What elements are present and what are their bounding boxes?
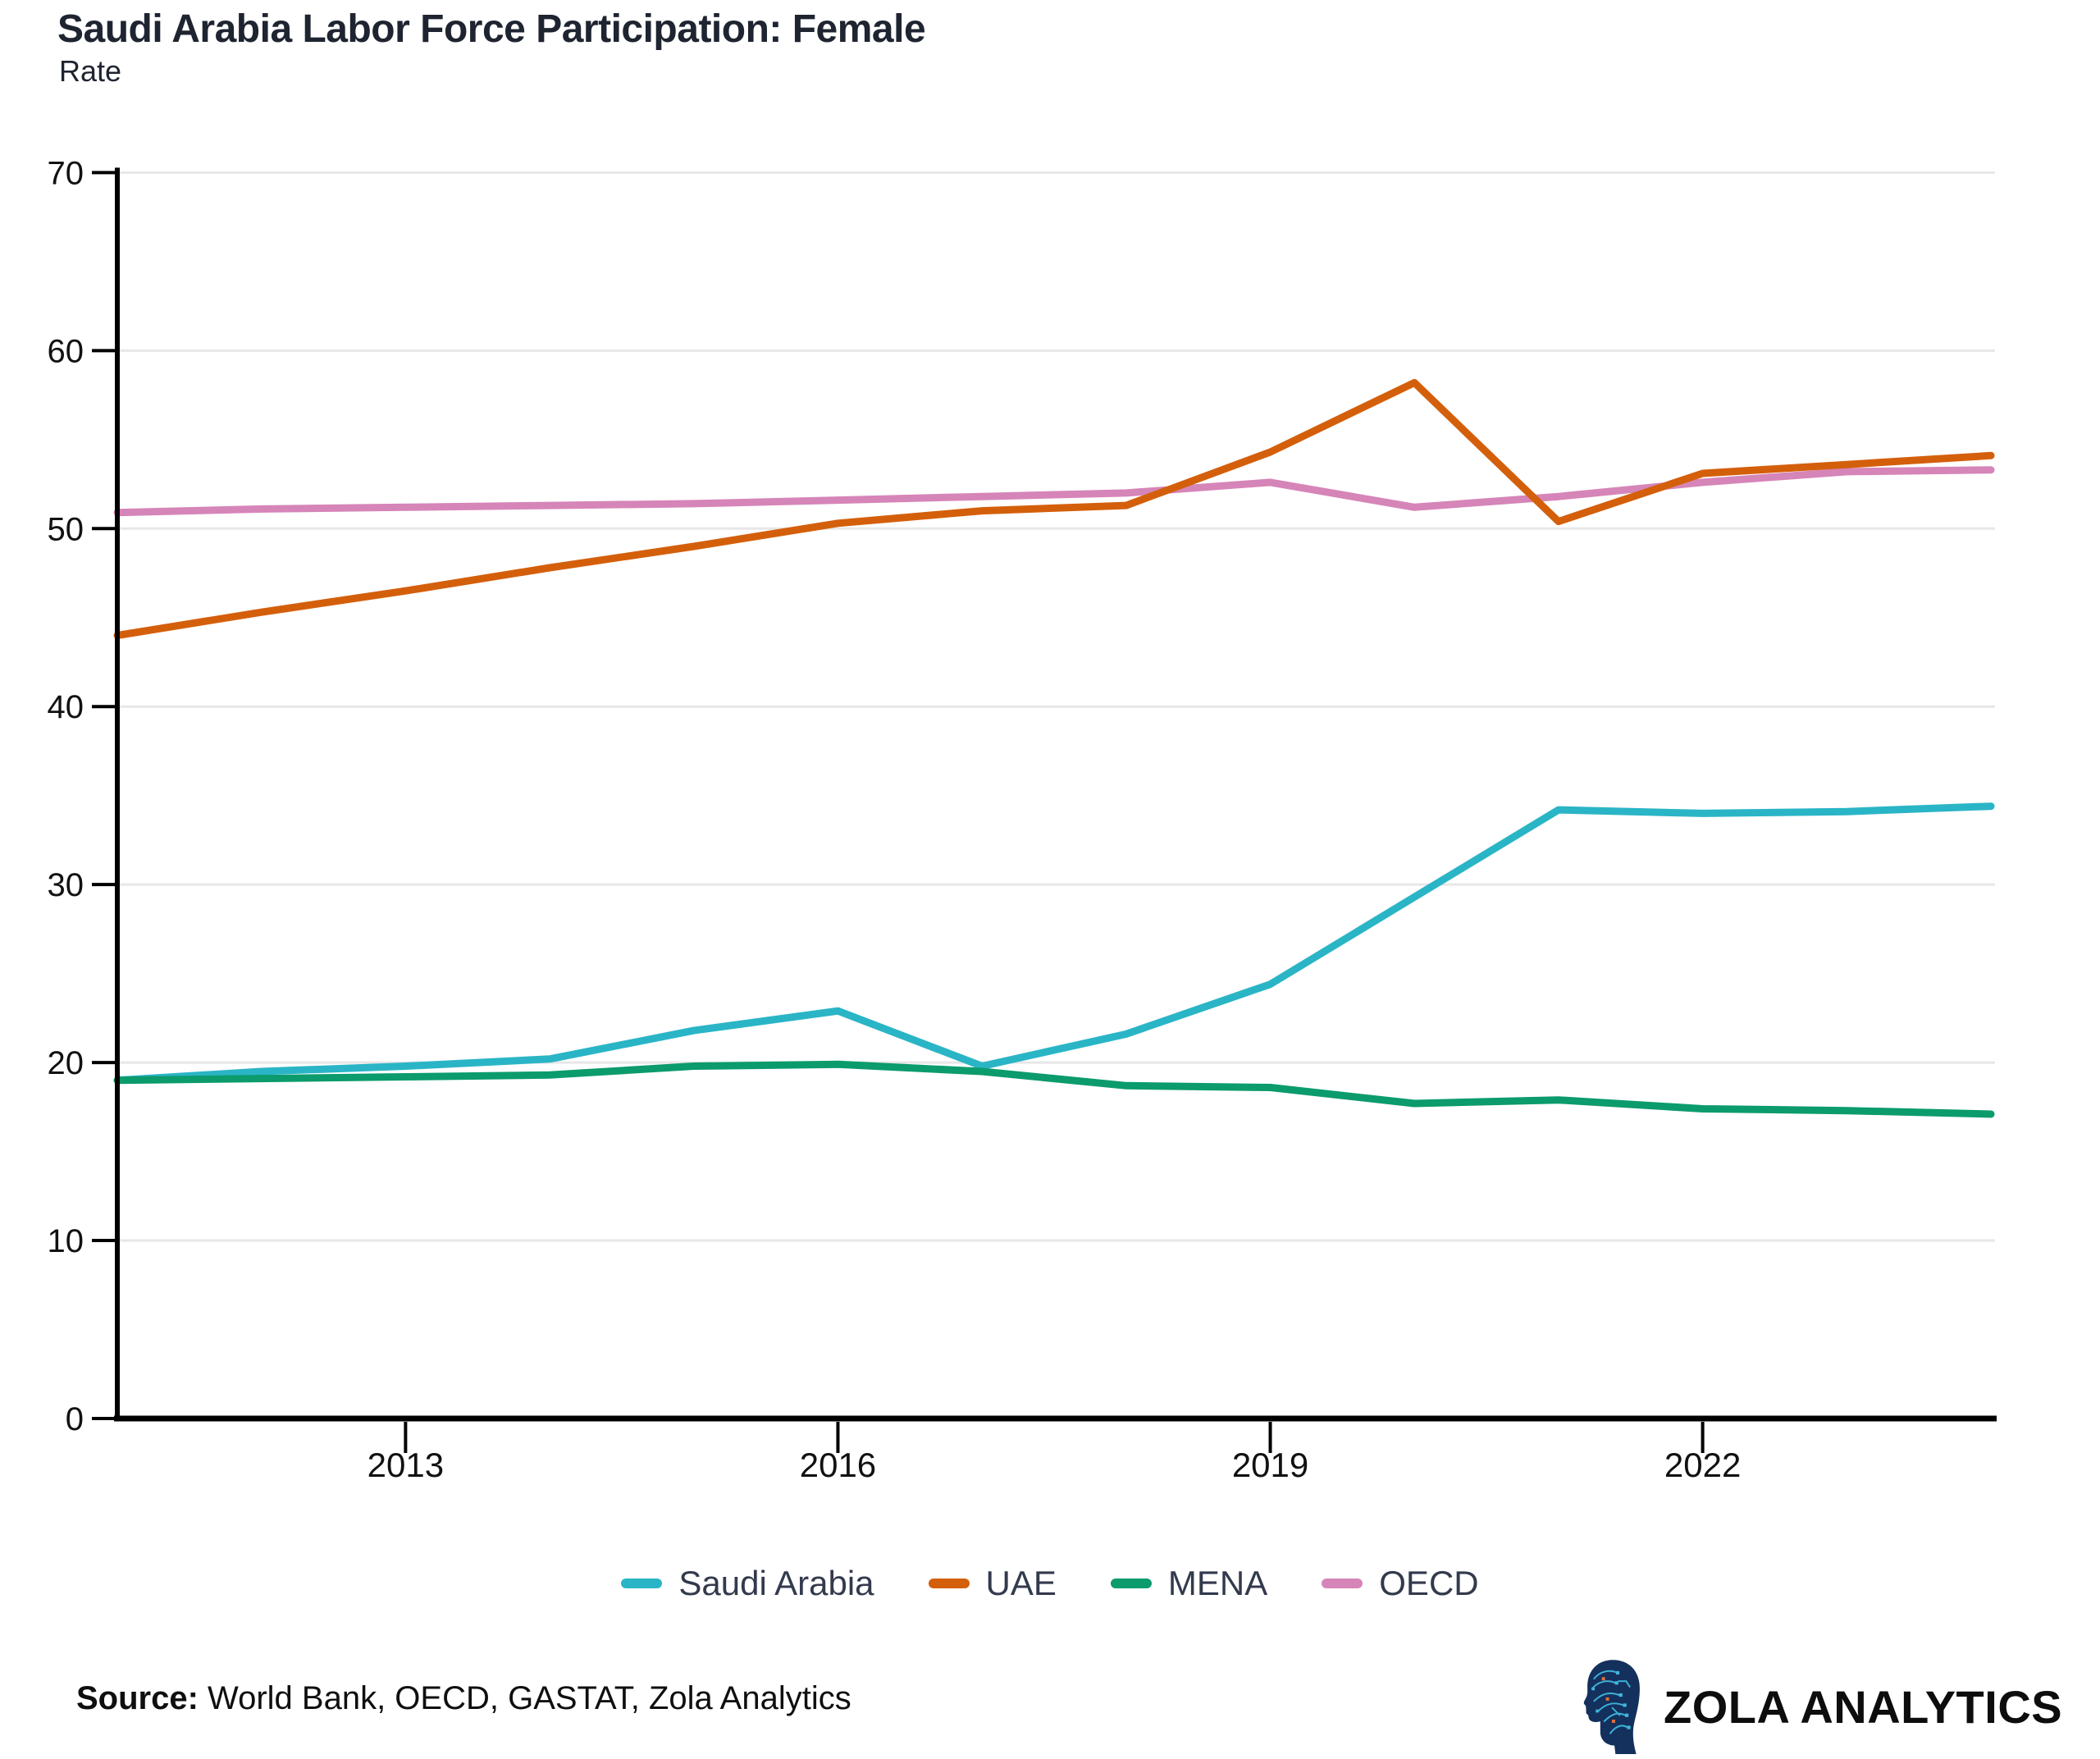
svg-text:30: 30: [48, 867, 84, 903]
legend-item-mena: MENA: [1110, 1564, 1268, 1603]
y-axis-title: Rate: [59, 54, 122, 88]
source-text: World Bank, OECD, GASTAT, Zola Analytics: [198, 1680, 851, 1716]
svg-text:10: 10: [48, 1223, 84, 1259]
legend-item-saudi-arabia: Saudi Arabia: [621, 1564, 874, 1603]
svg-text:40: 40: [48, 689, 84, 725]
legend-label: Saudi Arabia: [678, 1564, 874, 1602]
legend-label: MENA: [1167, 1564, 1268, 1602]
source-note: Source: World Bank, OECD, GASTAT, Zola A…: [76, 1680, 851, 1717]
brand-logo: ZOLA ANALYTICS: [1582, 1659, 2062, 1754]
oecd-swatch-icon: [1322, 1579, 1363, 1588]
svg-text:2016: 2016: [800, 1446, 876, 1484]
svg-text:2013: 2013: [368, 1446, 444, 1484]
legend-item-uae: UAE: [928, 1564, 1057, 1603]
circuit-head-icon: [1583, 1660, 1640, 1754]
legend-item-oecd: OECD: [1322, 1564, 1479, 1603]
legend-label: UAE: [985, 1564, 1057, 1602]
source-label: Source:: [76, 1680, 199, 1716]
svg-text:2019: 2019: [1232, 1446, 1308, 1484]
brand-name: ZOLA ANALYTICS: [1664, 1680, 2063, 1733]
page-title: Saudi Arabia Labor Force Participation: …: [57, 7, 926, 51]
svg-text:0: 0: [66, 1401, 84, 1437]
saudi-arabia-swatch-icon: [621, 1579, 663, 1588]
legend: Saudi Arabia UAE MENA OECD: [0, 1564, 2100, 1603]
mena-swatch-icon: [1110, 1579, 1152, 1588]
svg-text:60: 60: [48, 333, 84, 369]
legend-label: OECD: [1379, 1564, 1479, 1602]
svg-text:20: 20: [48, 1045, 84, 1081]
svg-text:70: 70: [48, 155, 84, 191]
uae-swatch-icon: [928, 1579, 970, 1588]
svg-text:2022: 2022: [1664, 1446, 1741, 1484]
svg-text:50: 50: [48, 511, 84, 547]
